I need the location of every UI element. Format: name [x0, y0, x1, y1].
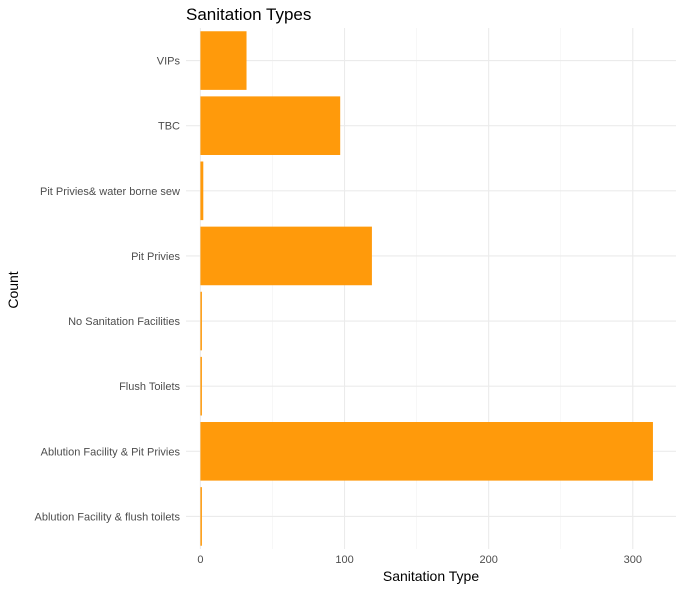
y-tick-label: No Sanitation Facilities — [68, 316, 180, 328]
bar — [200, 31, 247, 90]
x-tick-label: 100 — [335, 554, 353, 566]
y-tick-label: Ablution Facility & Pit Privies — [41, 446, 181, 458]
x-tick-label: 200 — [479, 554, 497, 566]
bar — [200, 422, 653, 481]
x-axis-title: Sanitation Type — [383, 568, 479, 584]
bar — [200, 291, 202, 351]
x-tick-labels: 0 100 200 300 — [197, 554, 642, 566]
y-tick-label: VIPs — [157, 56, 181, 68]
y-tick-label: Pit Privies& water borne sew — [40, 186, 180, 198]
bar — [200, 96, 341, 155]
y-tick-label: TBC — [158, 121, 180, 133]
bar — [200, 161, 204, 221]
y-tick-labels: Ablution Facility & flush toilets Ablutio… — [34, 56, 180, 524]
x-tick-label: 0 — [197, 554, 203, 566]
bar — [200, 226, 372, 286]
y-axis-title: Count — [5, 271, 21, 308]
bars — [200, 31, 653, 546]
x-tick-label: 300 — [624, 554, 642, 566]
y-tick-label: Ablution Facility & flush toilets — [34, 511, 180, 523]
bar — [200, 487, 202, 546]
bar — [200, 356, 202, 416]
y-tick-label: Pit Privies — [131, 251, 180, 263]
chart-title: Sanitation Types — [186, 5, 311, 24]
y-tick-label: Flush Toilets — [119, 381, 180, 393]
